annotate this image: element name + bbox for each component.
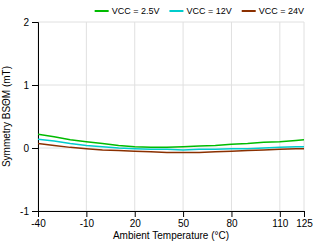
y-axis: -1 0 1 2	[20, 17, 38, 217]
tick-label: 80	[226, 218, 238, 229]
legend-entry: VCC = 24V	[242, 6, 304, 16]
tick-label: 0	[23, 143, 29, 154]
tick-mark	[183, 211, 184, 217]
lines	[38, 134, 304, 152]
grid-line-x	[86, 22, 87, 211]
legend-label: VCC = 24V	[259, 6, 304, 16]
series-line	[38, 144, 304, 153]
legend: VCC = 2.5V VCC = 12V VCC = 24V	[95, 6, 304, 16]
tick: 110	[272, 211, 288, 229]
tick-label: 2	[23, 17, 29, 28]
series-line	[38, 134, 304, 147]
tick: 2	[23, 17, 38, 28]
tick-label: -10	[80, 218, 95, 229]
tick: 80	[226, 211, 238, 229]
legend-entry: VCC = 12V	[169, 6, 231, 16]
tick: 1	[23, 80, 38, 91]
tick: -10	[80, 211, 95, 229]
grid-line-x	[279, 22, 280, 211]
grid-line-y	[38, 22, 304, 23]
tick: 125	[296, 211, 313, 229]
axis-line	[32, 23, 39, 212]
tick-mark	[231, 211, 232, 217]
x-axis-title: Ambient Temperature (°C)	[113, 230, 229, 241]
legend-entry: VCC = 2.5V	[95, 6, 160, 16]
x-axis: -40 -10 20 50 80 110 125	[31, 211, 313, 229]
grid-line-x	[134, 22, 135, 211]
legend-swatch	[242, 10, 256, 12]
tick-mark	[135, 211, 136, 217]
tick: -1	[20, 206, 38, 217]
grid	[38, 22, 304, 211]
tick-label: 125	[296, 218, 313, 229]
tick-mark	[32, 148, 38, 149]
tick: 20	[130, 211, 142, 229]
y-axis-title: Symmetry BSΘM (mT)	[1, 66, 12, 167]
grid-line-x	[304, 22, 305, 211]
tick-label: 1	[23, 80, 29, 91]
legend-label: VCC = 12V	[186, 6, 231, 16]
grid-line-y	[38, 85, 304, 86]
tick-label: 110	[272, 218, 288, 229]
tick-label: 20	[130, 218, 142, 229]
legend-swatch	[95, 10, 109, 12]
legend-label: VCC = 2.5V	[112, 6, 160, 16]
legend-swatch	[169, 10, 183, 12]
tick: -40	[31, 211, 46, 229]
plot: -40-10205080110125-1012	[20, 17, 313, 229]
tick: 50	[178, 211, 190, 229]
tick-label: -40	[31, 218, 46, 229]
chart: -40-10205080110125-1012Ambient Temperatu…	[0, 0, 316, 243]
tick: 0	[23, 143, 38, 154]
tick-mark	[32, 85, 38, 86]
tick-mark	[280, 211, 281, 217]
tick-mark	[32, 211, 38, 212]
tick-label: -1	[20, 206, 29, 217]
tick-mark	[304, 211, 305, 217]
tick-mark	[86, 211, 87, 217]
grid-line-x	[231, 22, 232, 211]
tick-mark	[32, 22, 38, 23]
tick-label: 50	[178, 218, 190, 229]
axis-line	[39, 212, 305, 218]
grid-line-x	[183, 22, 184, 211]
